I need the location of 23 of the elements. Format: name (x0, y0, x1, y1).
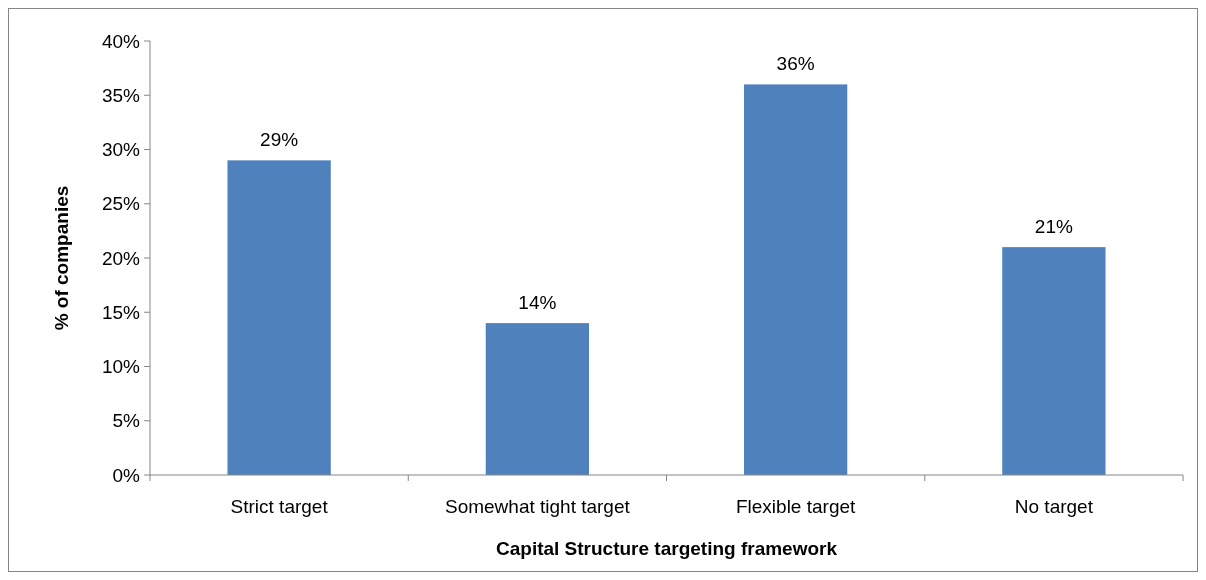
y-axis-title: % of companies (51, 185, 72, 331)
bar (485, 323, 590, 475)
x-tick-label: Flexible target (735, 496, 857, 517)
y-tick-label: 30% (101, 139, 141, 161)
y-tick-label: 25% (101, 193, 141, 215)
data-label: 21% (1034, 216, 1073, 238)
bar (1002, 247, 1106, 475)
x-axis-title: Capital Structure targeting framework (495, 538, 838, 559)
data-label: 29% (260, 129, 299, 151)
y-tick-label: 15% (101, 301, 141, 323)
bar (227, 160, 331, 475)
y-tick-label: 35% (101, 84, 141, 106)
y-tick-label: 0% (112, 464, 141, 486)
x-tick-label: Strict target (230, 496, 329, 517)
x-tick-label: No target (1014, 496, 1094, 517)
y-tick-label: 10% (101, 356, 141, 378)
y-tick-label: 40% (101, 30, 141, 52)
y-tick-label: 5% (112, 410, 141, 432)
data-label: 36% (776, 53, 815, 75)
y-tick-label: 20% (101, 247, 141, 269)
bar (743, 84, 848, 475)
data-label: 14% (518, 292, 557, 314)
x-tick-label: Somewhat tight target (444, 496, 631, 517)
